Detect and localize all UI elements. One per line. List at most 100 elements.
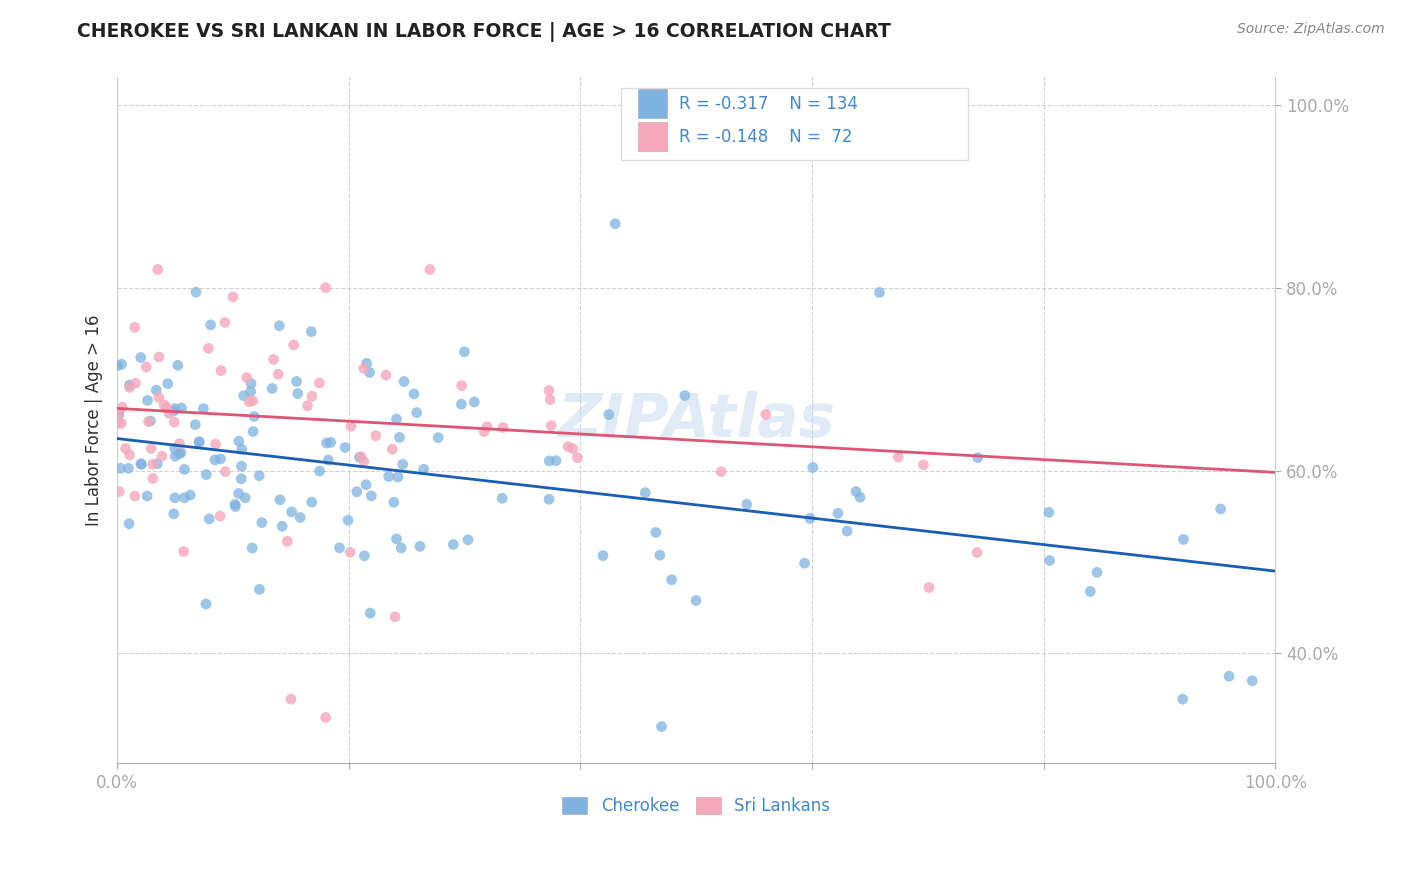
Point xyxy=(1039,553,1062,567)
Point xyxy=(299,325,322,339)
Point xyxy=(337,513,360,527)
Point xyxy=(142,471,165,485)
Point xyxy=(339,545,361,559)
Point xyxy=(110,461,132,475)
Point xyxy=(328,541,350,555)
Point xyxy=(389,541,412,555)
Point xyxy=(197,342,219,356)
Point xyxy=(224,497,246,511)
Point xyxy=(129,457,152,471)
Point xyxy=(240,541,263,555)
Point xyxy=(845,484,868,499)
Point xyxy=(108,484,131,499)
Point xyxy=(179,488,201,502)
Point xyxy=(385,532,408,546)
Point xyxy=(491,491,513,506)
Point xyxy=(276,534,298,549)
Point xyxy=(153,398,176,412)
Point xyxy=(381,442,404,457)
Point xyxy=(285,375,308,389)
Point xyxy=(214,465,236,479)
Point xyxy=(340,419,363,434)
Point xyxy=(198,512,221,526)
Point xyxy=(384,610,406,624)
Point xyxy=(538,454,561,468)
Point xyxy=(184,285,207,300)
Point xyxy=(356,356,378,370)
Point xyxy=(475,420,498,434)
Point xyxy=(107,407,129,421)
Point xyxy=(793,556,815,570)
Point xyxy=(869,285,891,300)
Point xyxy=(799,511,821,525)
Point xyxy=(375,368,398,382)
Point xyxy=(453,344,475,359)
Point xyxy=(141,442,163,456)
Point xyxy=(382,495,405,509)
Point xyxy=(118,516,141,531)
Point xyxy=(131,458,153,472)
Point xyxy=(200,318,222,332)
Point xyxy=(288,510,311,524)
Point xyxy=(156,376,179,391)
Text: Source: ZipAtlas.com: Source: ZipAtlas.com xyxy=(1237,22,1385,37)
Point xyxy=(450,397,472,411)
Point xyxy=(204,437,226,451)
Point xyxy=(238,394,260,409)
Point xyxy=(111,357,134,371)
Point xyxy=(592,549,614,563)
Point xyxy=(315,710,337,724)
Point xyxy=(472,425,495,439)
Point xyxy=(209,452,232,467)
Point xyxy=(118,378,141,392)
Point xyxy=(354,477,377,491)
Point xyxy=(544,453,567,467)
Point xyxy=(267,368,290,382)
Point xyxy=(170,401,193,415)
Point xyxy=(912,458,935,472)
Point xyxy=(918,581,941,595)
Point xyxy=(129,351,152,365)
Point xyxy=(263,352,285,367)
Point xyxy=(346,484,368,499)
Point xyxy=(188,435,211,450)
Point xyxy=(648,548,671,562)
Point xyxy=(409,539,432,553)
Point xyxy=(377,469,399,483)
Point xyxy=(427,431,450,445)
Point xyxy=(111,400,134,414)
Point xyxy=(537,384,560,398)
Legend: Cherokee, Sri Lankans: Cherokee, Sri Lankans xyxy=(554,789,838,823)
Point xyxy=(173,462,195,476)
Point xyxy=(209,509,232,524)
Point xyxy=(170,445,193,459)
Point xyxy=(887,450,910,464)
Point xyxy=(391,458,413,472)
Point xyxy=(387,470,409,484)
Point xyxy=(231,472,253,486)
Point xyxy=(231,459,253,474)
Point xyxy=(195,467,218,482)
Point xyxy=(1173,533,1195,547)
Point xyxy=(1241,673,1264,688)
Point xyxy=(110,417,132,431)
Point xyxy=(385,412,408,426)
Point xyxy=(138,415,160,429)
Point xyxy=(457,533,479,547)
Point xyxy=(124,376,146,391)
Point xyxy=(364,429,387,443)
Point xyxy=(204,453,226,467)
Point xyxy=(163,442,186,456)
Y-axis label: In Labor Force | Age > 16: In Labor Force | Age > 16 xyxy=(86,315,103,526)
Point xyxy=(269,318,291,333)
Point xyxy=(837,524,859,538)
Point xyxy=(359,365,381,379)
Point xyxy=(402,387,425,401)
Point xyxy=(167,447,190,461)
Point xyxy=(280,505,302,519)
Point xyxy=(561,442,583,456)
FancyBboxPatch shape xyxy=(638,122,668,151)
Point xyxy=(735,497,758,511)
Point xyxy=(538,492,561,507)
Point xyxy=(318,453,340,467)
